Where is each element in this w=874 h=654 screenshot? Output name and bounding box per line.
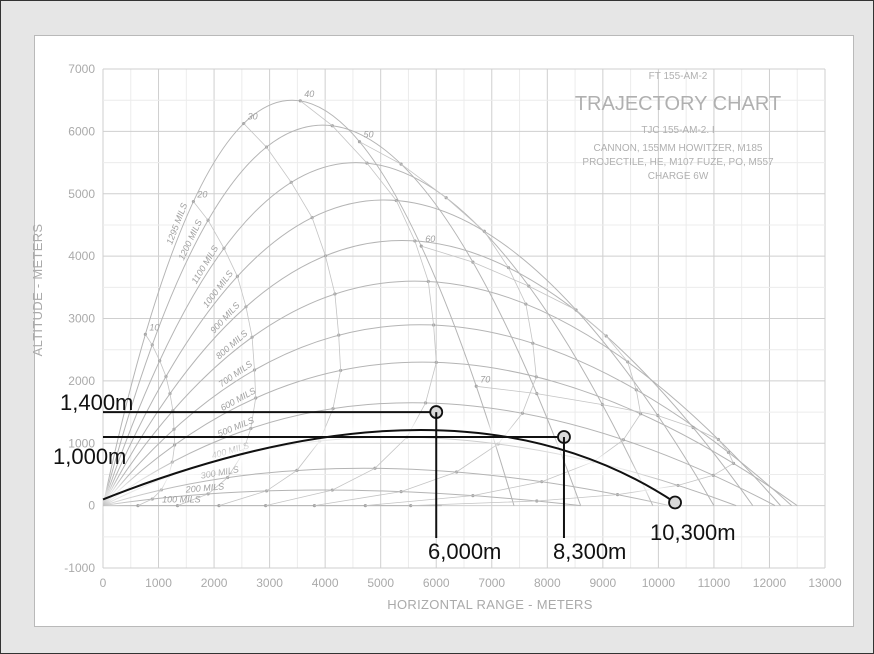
trajectory-curve bbox=[103, 280, 781, 506]
tick-labels: 0 1000 2000 3000 4000 5000 6000 7000 8000 9000 100… bbox=[64, 62, 842, 590]
x-tick-label: 4000 bbox=[312, 576, 339, 590]
time-point bbox=[357, 140, 362, 144]
callouts: 1,400m 1,000m 6,000m 8,300m 10,300m bbox=[53, 390, 736, 564]
y-tick-label: 6000 bbox=[68, 124, 95, 138]
chart-line-2: CANNON, 155MM HOWITZER, M185 bbox=[594, 143, 763, 154]
y-tick-label: 3000 bbox=[68, 312, 95, 326]
time-point bbox=[217, 504, 221, 508]
isochrone-line bbox=[365, 245, 642, 506]
x-tick-label: 11000 bbox=[698, 576, 731, 590]
time-lines bbox=[136, 99, 736, 508]
callout-label: 6,000m bbox=[428, 539, 501, 564]
y-tick-label: 1000 bbox=[68, 436, 95, 450]
time-label: 10 bbox=[149, 322, 159, 332]
trajectory-curve bbox=[103, 162, 654, 506]
x-tick-label: 7000 bbox=[478, 576, 505, 590]
isochrone-line bbox=[265, 100, 437, 506]
time-point bbox=[409, 504, 413, 508]
chart-header: FT 155-AM-2 TRAJECTORY CHART TJC 155-AM-… bbox=[575, 71, 781, 182]
time-label: 70 bbox=[480, 374, 490, 384]
time-label: 60 bbox=[425, 234, 435, 244]
y-tick-label: -1000 bbox=[64, 561, 95, 575]
trajectory-curve bbox=[103, 199, 715, 506]
time-point bbox=[474, 384, 478, 388]
time-label: 30 bbox=[248, 112, 258, 122]
x-tick-label: 8000 bbox=[534, 576, 561, 590]
x-tick-label: 2000 bbox=[201, 576, 228, 590]
time-label: 40 bbox=[304, 89, 314, 99]
y-axis-label: ALTITUDE - METERS bbox=[30, 224, 45, 357]
x-tick-label: 6000 bbox=[423, 576, 450, 590]
x-tick-label: 5000 bbox=[367, 576, 394, 590]
isochrone-line bbox=[410, 385, 735, 506]
isochrone-line bbox=[314, 141, 537, 506]
chart-reference: FT 155-AM-2 bbox=[649, 71, 708, 82]
impact-marker bbox=[668, 495, 682, 510]
isochrone-line bbox=[137, 334, 176, 506]
trajectory-curve bbox=[103, 124, 582, 506]
highlight-trajectory bbox=[102, 429, 676, 504]
callout-label: 8,300m bbox=[553, 539, 626, 564]
isochrone-line bbox=[218, 123, 342, 506]
chart-line-3: PROJECTILE, HE, M107 FUZE, PO, M557 bbox=[582, 157, 774, 168]
callout-label: 1,400m bbox=[60, 390, 133, 415]
x-tick-label: 1000 bbox=[145, 576, 172, 590]
callout-label: 10,300m bbox=[650, 520, 736, 545]
y-tick-label: 2000 bbox=[68, 374, 95, 388]
chart-title: TRAJECTORY CHART bbox=[575, 93, 781, 115]
trajectory-label: 200 MILS bbox=[184, 481, 224, 494]
trajectory-curve bbox=[103, 467, 670, 507]
chart-panel bbox=[34, 35, 854, 627]
trajectory-label: 100 MILS bbox=[162, 495, 201, 505]
isochrone-line bbox=[177, 201, 257, 506]
y-tick-label: 0 bbox=[88, 499, 95, 513]
trajectory-curve bbox=[103, 402, 776, 507]
y-tick-label: 5000 bbox=[68, 187, 95, 201]
time-point bbox=[363, 504, 367, 508]
time-label: 20 bbox=[196, 190, 207, 200]
trajectory-curve bbox=[103, 240, 754, 506]
trajectory-curve bbox=[103, 489, 581, 507]
highlight-layer bbox=[100, 423, 679, 509]
time-label: 50 bbox=[363, 130, 373, 140]
x-axis-label: HORIZONTAL RANGE - METERS bbox=[387, 597, 592, 612]
chart-line-4: CHARGE 6W bbox=[648, 171, 709, 182]
time-point bbox=[419, 244, 423, 248]
x-tick-label: 3000 bbox=[256, 576, 283, 590]
y-tick-label: 4000 bbox=[68, 249, 95, 263]
x-tick-label: 12000 bbox=[753, 576, 787, 590]
x-tick-label: 0 bbox=[100, 576, 107, 590]
trajectory-label: 1100 MILS bbox=[189, 244, 220, 286]
x-tick-label: 13000 bbox=[808, 576, 842, 590]
x-tick-label: 9000 bbox=[589, 576, 616, 590]
x-tick-label: 10000 bbox=[642, 576, 676, 590]
callout-label: 1,000m bbox=[53, 444, 126, 469]
chart-line-1: TJC 155-AM-2. I bbox=[641, 125, 714, 136]
trajectory-curve bbox=[103, 99, 515, 506]
y-tick-label: 7000 bbox=[68, 62, 95, 76]
